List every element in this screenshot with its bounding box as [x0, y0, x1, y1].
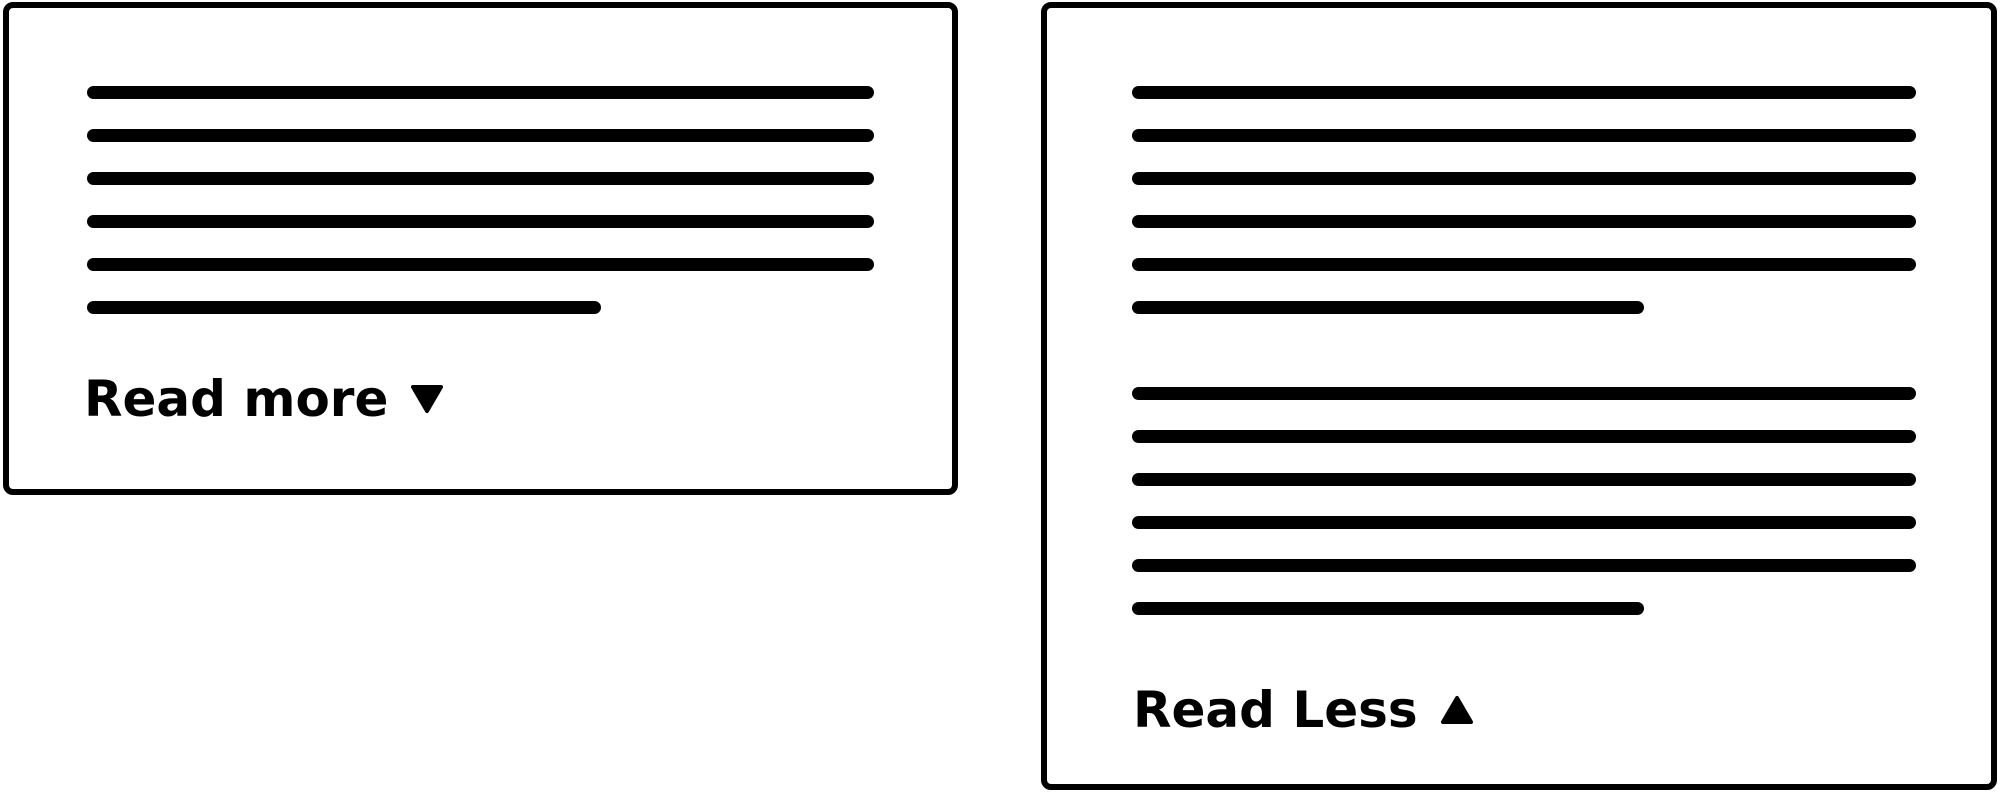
- read-less-button[interactable]: Read Less: [1133, 685, 1474, 735]
- text-line: [87, 301, 601, 314]
- text-line: [1132, 258, 1916, 271]
- text-line: [1132, 172, 1916, 185]
- read-more-button[interactable]: Read more: [84, 374, 444, 424]
- text-card-expanded: Read Less: [1041, 2, 1997, 790]
- text-line: [1132, 387, 1916, 400]
- text-line: [87, 172, 874, 185]
- triangle-down-icon: [410, 384, 444, 414]
- read-less-label: Read Less: [1133, 681, 1418, 739]
- text-line: [1132, 516, 1916, 529]
- text-line: [87, 86, 874, 99]
- text-card-collapsed: Read more: [3, 2, 958, 495]
- read-more-label: Read more: [84, 370, 389, 428]
- text-line: [87, 215, 874, 228]
- text-line: [1132, 473, 1916, 486]
- triangle-up-icon: [1440, 695, 1474, 725]
- text-line: [1132, 602, 1644, 615]
- text-line: [87, 258, 874, 271]
- text-line: [1132, 559, 1916, 572]
- text-line: [1132, 86, 1916, 99]
- text-line: [1132, 129, 1916, 142]
- text-line: [1132, 430, 1916, 443]
- text-line: [1132, 301, 1644, 314]
- text-line: [1132, 215, 1916, 228]
- text-line: [87, 129, 874, 142]
